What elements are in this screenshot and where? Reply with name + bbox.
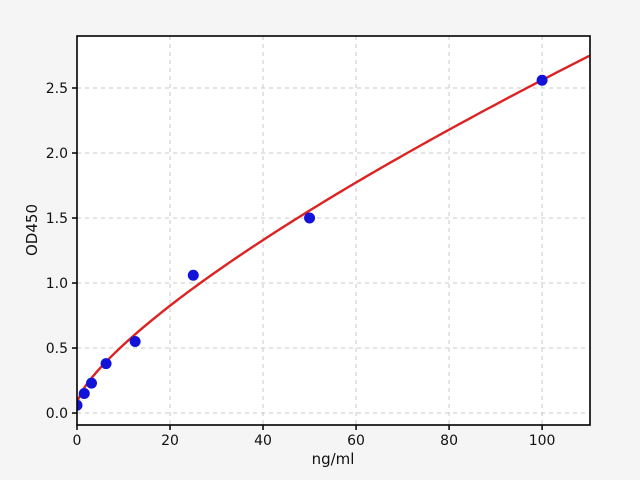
data-point — [78, 388, 90, 400]
x-tick-label: 60 — [347, 433, 365, 449]
data-point — [77, 399, 83, 411]
y-tick-label: 0.5 — [46, 341, 68, 357]
data-point — [304, 212, 316, 224]
y-tick-label: 2.0 — [46, 146, 68, 162]
y-tick-label: 1.0 — [46, 276, 68, 292]
y-axis-label: OD450 — [23, 204, 41, 256]
x-tick-label: 100 — [529, 433, 556, 449]
y-tick-label: 0.0 — [46, 406, 68, 422]
x-tick-label: 20 — [161, 433, 179, 449]
scatter-points — [77, 74, 548, 411]
data-point — [536, 74, 548, 86]
x-tick-label: 0 — [73, 433, 82, 449]
tick-labels: 0 20 40 60 80 100 0.0 0.5 1.0 1.5 2.0 2.5 — [46, 81, 556, 449]
data-point — [187, 269, 199, 281]
fitted-curve-line — [77, 55, 590, 404]
data-point — [86, 377, 98, 389]
data-point — [100, 358, 112, 370]
tick-marks — [72, 87, 543, 430]
x-axis-label: ng/ml — [311, 450, 355, 468]
y-tick-label: 2.5 — [46, 81, 68, 97]
axes-frame — [76, 35, 591, 426]
x-tick-label: 40 — [254, 433, 272, 449]
x-tick-label: 80 — [440, 433, 458, 449]
y-tick-label: 1.5 — [46, 211, 68, 227]
data-point — [129, 336, 141, 348]
